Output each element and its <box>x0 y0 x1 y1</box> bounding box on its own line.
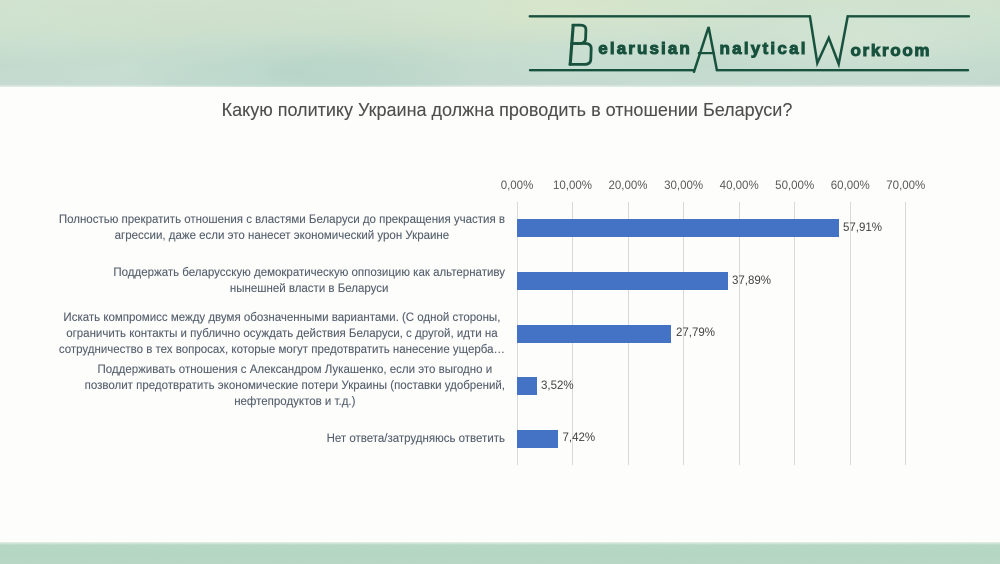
svg-text:nalytical: nalytical <box>720 39 806 58</box>
svg-text:elarusian: elarusian <box>598 39 690 58</box>
svg-text:orkroom: orkroom <box>851 41 930 60</box>
